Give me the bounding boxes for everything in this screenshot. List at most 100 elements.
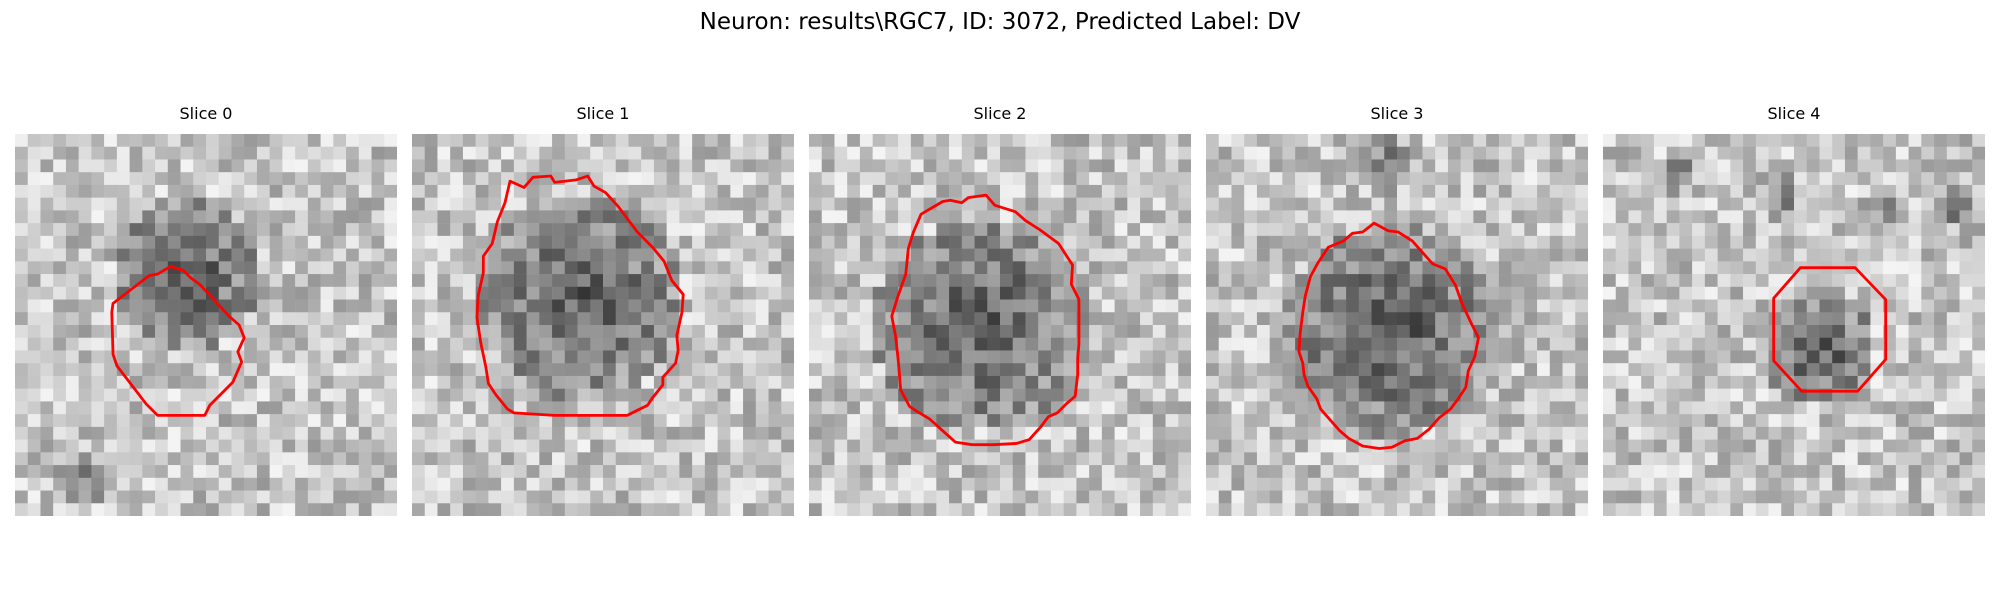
image-pixel (603, 159, 616, 173)
image-pixel (1295, 337, 1309, 351)
image-pixel (40, 235, 54, 249)
image-pixel (1333, 312, 1347, 326)
image-pixel (1857, 223, 1871, 237)
image-pixel (1152, 477, 1166, 491)
image-pixel (218, 490, 232, 504)
image-pixel (552, 235, 566, 249)
image-pixel (1819, 184, 1833, 198)
image-pixel (412, 248, 425, 262)
image-pixel (1256, 490, 1270, 504)
neuron-contour (1297, 221, 1480, 450)
image-pixel (730, 172, 744, 186)
image-pixel (615, 452, 629, 466)
image-pixel (193, 159, 207, 173)
image-pixel (1692, 134, 1706, 147)
image-pixel (129, 465, 143, 479)
image-pixel (577, 312, 591, 326)
image-pixel (1498, 388, 1512, 402)
image-pixel (307, 490, 321, 504)
image-pixel (1908, 197, 1922, 211)
image-pixel (704, 312, 718, 326)
image-pixel (526, 388, 540, 402)
image-pixel (1231, 503, 1245, 516)
image-pixel (1562, 337, 1576, 351)
image-pixel (1178, 197, 1191, 211)
image-pixel (1397, 388, 1410, 402)
image-pixel (65, 261, 79, 275)
image-pixel (526, 134, 540, 147)
image-pixel (1025, 426, 1039, 440)
image-pixel (1666, 223, 1680, 237)
image-pixel (923, 159, 937, 173)
image-pixel (1717, 274, 1731, 288)
image-pixel (666, 299, 680, 313)
image-pixel (1178, 235, 1191, 249)
image-pixel (358, 503, 372, 516)
image-pixel (1206, 172, 1219, 186)
image-pixel (768, 299, 782, 313)
image-pixel (501, 312, 515, 326)
image-pixel (1549, 248, 1563, 262)
image-pixel (961, 235, 975, 249)
image-pixel (1883, 426, 1897, 440)
image-pixel (1178, 312, 1191, 326)
image-pixel (1152, 414, 1166, 428)
image-pixel (1178, 337, 1191, 351)
image-pixel (65, 350, 79, 364)
image-pixel (666, 261, 680, 275)
image-pixel (987, 452, 1001, 466)
image-pixel (1819, 210, 1833, 224)
image-pixel (1562, 388, 1576, 402)
image-pixel (1755, 197, 1769, 211)
image-pixel (424, 210, 438, 224)
image-pixel (1038, 299, 1052, 313)
image-pixel (1038, 388, 1052, 402)
image-pixel (1063, 210, 1077, 224)
image-pixel (1025, 503, 1039, 516)
image-pixel (692, 401, 706, 415)
image-pixel (1755, 146, 1769, 160)
image-pixel (256, 184, 270, 198)
image-pixel (1743, 312, 1757, 326)
image-pixel (1794, 146, 1807, 160)
image-pixel (910, 490, 924, 504)
image-pixel (167, 286, 181, 300)
image-pixel (1371, 325, 1385, 338)
image-pixel (269, 197, 283, 211)
image-pixel (1101, 248, 1115, 262)
image-pixel (384, 312, 397, 326)
image-pixel (641, 414, 655, 428)
image-pixel (412, 146, 425, 160)
image-pixel (206, 325, 219, 338)
image-pixel (1794, 350, 1807, 364)
image-pixel (1269, 414, 1283, 428)
image-pixel (872, 363, 886, 377)
image-pixel (717, 248, 731, 262)
image-pixel (244, 235, 258, 249)
image-pixel (1653, 274, 1667, 288)
image-pixel (65, 414, 79, 428)
image-pixel (412, 172, 425, 186)
image-pixel (1231, 490, 1245, 504)
image-pixel (1895, 312, 1909, 326)
image-pixel (307, 439, 321, 453)
image-pixel (1653, 388, 1667, 402)
image-pixel (755, 325, 769, 338)
image-pixel (1307, 465, 1321, 479)
image-pixel (1806, 248, 1820, 262)
image-pixel (1895, 503, 1909, 516)
image-pixel (1679, 134, 1693, 147)
image-pixel (142, 337, 156, 351)
image-pixel (1333, 184, 1347, 198)
image-pixel (1679, 312, 1693, 326)
image-pixel (1946, 197, 1960, 211)
image-pixel (1422, 197, 1436, 211)
image-pixel (15, 172, 28, 186)
image-pixel (424, 325, 438, 338)
image-pixel (104, 248, 118, 262)
image-pixel (859, 286, 873, 300)
image-pixel (193, 452, 207, 466)
image-pixel (781, 134, 794, 147)
image-pixel (193, 363, 207, 377)
image-pixel (1679, 426, 1693, 440)
